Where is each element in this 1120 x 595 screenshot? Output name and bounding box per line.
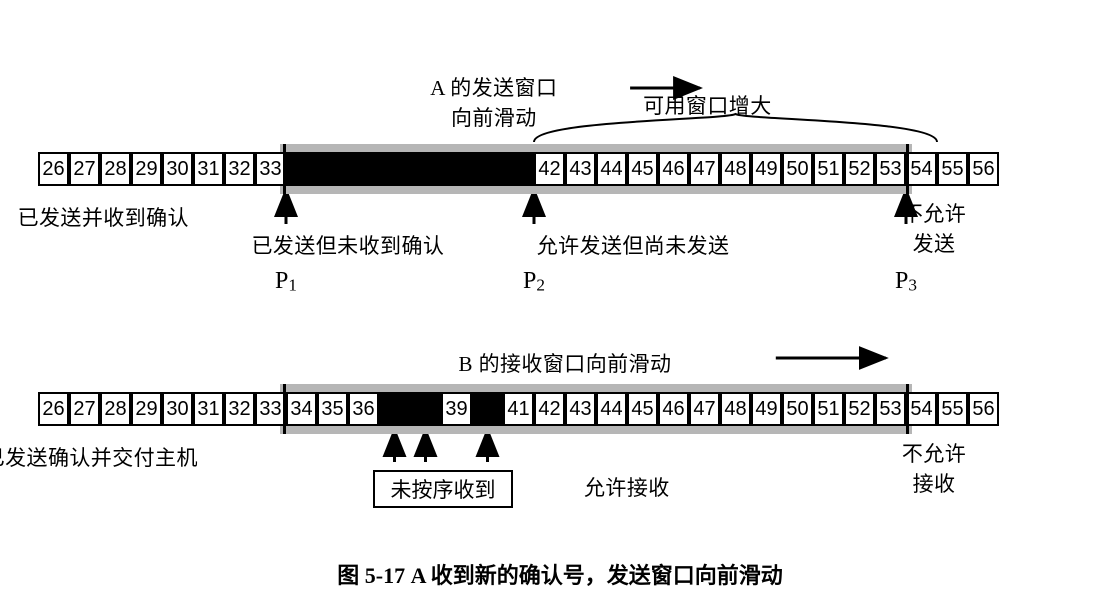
receiver-window-right [906, 384, 909, 434]
seq-cell-43: 43 [565, 392, 596, 426]
seq-cell-34: 34 [286, 392, 317, 426]
seq-cell-50: 50 [782, 152, 813, 186]
label-unacked: 已发送但未收到确认 [252, 230, 445, 260]
seq-cell-46: 46 [658, 152, 689, 186]
seq-cell-33: 33 [255, 152, 286, 186]
label-a-slide: A 的发送窗口向前滑动 [430, 72, 557, 132]
seq-cell-26: 26 [38, 392, 69, 426]
seq-cell-40 [472, 392, 503, 426]
seq-cell-30: 30 [162, 392, 193, 426]
seq-cell-37 [379, 392, 410, 426]
seq-cell-33: 33 [255, 392, 286, 426]
seq-cell-46: 46 [658, 392, 689, 426]
seq-cell-50: 50 [782, 392, 813, 426]
seq-cell-39: 39 [441, 392, 472, 426]
seq-cell-37 [379, 152, 410, 186]
label-nosend: 不允许发送 [902, 198, 966, 258]
seq-cell-55: 55 [937, 152, 968, 186]
seq-cell-45: 45 [627, 392, 658, 426]
pointer-P1: P1 [275, 268, 297, 296]
receiver-window-left [283, 384, 286, 434]
seq-cell-47: 47 [689, 152, 720, 186]
seq-cell-48: 48 [720, 152, 751, 186]
seq-cell-52: 52 [844, 152, 875, 186]
seq-cell-44: 44 [596, 392, 627, 426]
label-cansend: 允许发送但尚未发送 [537, 230, 730, 260]
label-acked: 已发送并收到确认 [18, 202, 189, 232]
seq-cell-47: 47 [689, 392, 720, 426]
seq-cell-38 [410, 392, 441, 426]
seq-cell-52: 52 [844, 392, 875, 426]
label-usable-window: 可用窗口增大 [643, 90, 772, 120]
seq-cell-29: 29 [131, 392, 162, 426]
seq-cell-35 [317, 152, 348, 186]
seq-cell-41 [503, 152, 534, 186]
seq-cell-56: 56 [968, 152, 999, 186]
seq-cell-31: 31 [193, 392, 224, 426]
seq-cell-38 [410, 152, 441, 186]
seq-cell-43: 43 [565, 152, 596, 186]
seq-cell-27: 27 [69, 392, 100, 426]
label-delivered: 已发送确认并交付主机 [0, 442, 198, 472]
seq-cell-54: 54 [906, 152, 937, 186]
seq-cell-28: 28 [100, 152, 131, 186]
seq-cell-32: 32 [224, 152, 255, 186]
seq-cell-36: 36 [348, 392, 379, 426]
sender-window-left [283, 144, 286, 194]
seq-cell-53: 53 [875, 392, 906, 426]
seq-cell-35: 35 [317, 392, 348, 426]
seq-cell-36 [348, 152, 379, 186]
seq-cell-51: 51 [813, 392, 844, 426]
seq-cell-53: 53 [875, 152, 906, 186]
seq-cell-49: 49 [751, 152, 782, 186]
figure-caption: 图 5-17 A 收到新的确认号，发送窗口向前滑动 [337, 558, 783, 590]
pointer-P3: P3 [895, 268, 917, 296]
seq-cell-29: 29 [131, 152, 162, 186]
seq-cell-39 [441, 152, 472, 186]
seq-cell-34 [286, 152, 317, 186]
label-canrecv: 允许接收 [584, 472, 670, 502]
seq-cell-28: 28 [100, 392, 131, 426]
seq-cell-30: 30 [162, 152, 193, 186]
seq-cell-32: 32 [224, 392, 255, 426]
seq-cell-45: 45 [627, 152, 658, 186]
seq-cell-26: 26 [38, 152, 69, 186]
seq-cell-55: 55 [937, 392, 968, 426]
label-out-of-order: 未按序收到 [373, 470, 513, 508]
seq-cell-40 [472, 152, 503, 186]
seq-cell-27: 27 [69, 152, 100, 186]
seq-cell-44: 44 [596, 152, 627, 186]
seq-cell-42: 42 [534, 152, 565, 186]
label-b-slide: B 的接收窗口向前滑动 [459, 348, 672, 378]
seq-cell-31: 31 [193, 152, 224, 186]
seq-cell-48: 48 [720, 392, 751, 426]
seq-cell-42: 42 [534, 392, 565, 426]
seq-cell-49: 49 [751, 392, 782, 426]
label-norecv: 不允许接收 [902, 438, 966, 498]
pointer-P2: P2 [523, 268, 545, 296]
seq-cell-54: 54 [906, 392, 937, 426]
seq-cell-51: 51 [813, 152, 844, 186]
sender-window-right [906, 144, 909, 194]
seq-cell-41: 41 [503, 392, 534, 426]
seq-cell-56: 56 [968, 392, 999, 426]
